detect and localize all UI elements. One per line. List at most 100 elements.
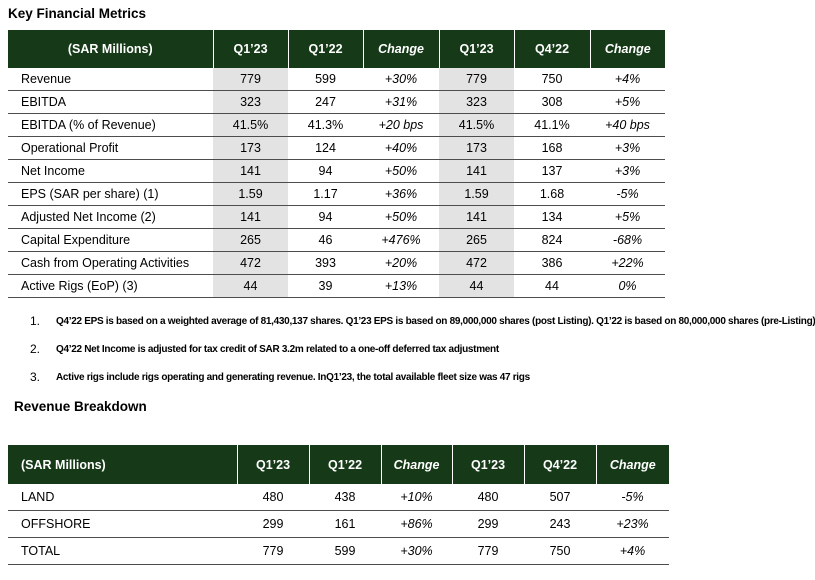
change-cell: -5% (590, 182, 665, 206)
value-cell: 141 (439, 205, 514, 229)
revenue-breakdown-table: (SAR Millions) Q1’23 Q1’22 Change Q1’23 … (8, 445, 669, 565)
change-cell: +3% (590, 136, 665, 160)
value-cell: 1.59 (213, 182, 288, 206)
value-cell: 299 (452, 510, 524, 538)
change-cell: +30% (381, 537, 452, 565)
value-cell: 393 (288, 251, 363, 275)
row-label: Adjusted Net Income (2) (8, 205, 213, 229)
value-cell: 141 (439, 159, 514, 183)
row-label: Active Rigs (EoP) (3) (8, 274, 213, 298)
row-label: TOTAL (8, 537, 237, 565)
value-cell: 44 (213, 274, 288, 298)
change-cell: +13% (363, 274, 439, 298)
column-header-q4-22: Q4’22 (514, 30, 591, 68)
value-cell: 308 (514, 90, 590, 114)
change-cell: +10% (381, 484, 452, 511)
table-row: Operational Profit 173 124 +40% 173 168 … (8, 136, 665, 160)
value-cell: 247 (288, 90, 363, 114)
table-row: Capital Expenditure 265 46 +476% 265 824… (8, 228, 665, 252)
key-financial-metrics-table: (SAR Millions) Q1’23 Q1’22 Change Q1’23 … (8, 30, 665, 298)
value-cell: 779 (452, 537, 524, 565)
value-cell: 44 (439, 274, 514, 298)
table-header-row: (SAR Millions) Q1’23 Q1’22 Change Q1’23 … (8, 30, 665, 68)
column-header-q1-23: Q1’23 (213, 30, 289, 68)
value-cell: 173 (213, 136, 288, 160)
column-header-q1-23: Q1’23 (452, 445, 525, 484)
table-row: EPS (SAR per share) (1) 1.59 1.17 +36% 1… (8, 182, 665, 206)
footnotes: 1. Q4’22 EPS is based on a weighted aver… (30, 314, 815, 398)
value-cell: 438 (309, 484, 381, 511)
change-cell: +20 bps (363, 113, 439, 137)
column-header-change-qoq: Change (596, 445, 669, 484)
table-header-row: (SAR Millions) Q1’23 Q1’22 Change Q1’23 … (8, 445, 669, 484)
value-cell: 472 (439, 251, 514, 275)
value-cell: 41.1% (514, 113, 590, 137)
table-row: TOTAL 779 599 +30% 779 750 +4% (8, 537, 669, 565)
value-cell: 243 (524, 510, 596, 538)
row-label: EBITDA (% of Revenue) (8, 113, 213, 137)
value-cell: 46 (288, 228, 363, 252)
value-cell: 480 (452, 484, 524, 511)
change-cell: -68% (590, 228, 665, 252)
change-cell: +40% (363, 136, 439, 160)
key-financial-metrics-title: Key Financial Metrics (8, 6, 147, 21)
footnote: 2. Q4’22 Net Income is adjusted for tax … (30, 342, 815, 357)
table-row: Cash from Operating Activities 472 393 +… (8, 251, 665, 275)
value-cell: 323 (213, 90, 288, 114)
value-cell: 480 (237, 484, 309, 511)
value-cell: 1.59 (439, 182, 514, 206)
change-cell: +40 bps (590, 113, 665, 137)
table-row: Revenue 779 599 +30% 779 750 +4% (8, 68, 665, 91)
value-cell: 39 (288, 274, 363, 298)
change-cell: +86% (381, 510, 452, 538)
value-cell: 44 (514, 274, 590, 298)
value-cell: 137 (514, 159, 590, 183)
change-cell: +36% (363, 182, 439, 206)
footnote-text: Q4’22 EPS is based on a weighted average… (56, 316, 815, 327)
value-cell: 472 (213, 251, 288, 275)
change-cell: +50% (363, 205, 439, 229)
revenue-breakdown-title: Revenue Breakdown (14, 399, 147, 414)
change-cell: +50% (363, 159, 439, 183)
value-cell: 141 (213, 205, 288, 229)
value-cell: 299 (237, 510, 309, 538)
value-cell: 41.5% (439, 113, 514, 137)
value-cell: 507 (524, 484, 596, 511)
column-header-sar-millions: (SAR Millions) (8, 30, 214, 68)
change-cell: +3% (590, 159, 665, 183)
row-label: LAND (8, 484, 237, 511)
table-row: EBITDA 323 247 +31% 323 308 +5% (8, 90, 665, 114)
value-cell: 168 (514, 136, 590, 160)
row-label: EBITDA (8, 90, 213, 114)
column-header-sar-millions: (SAR Millions) (8, 445, 238, 484)
value-cell: 94 (288, 205, 363, 229)
change-cell: +20% (363, 251, 439, 275)
change-cell: +5% (590, 205, 665, 229)
table-row: LAND 480 438 +10% 480 507 -5% (8, 484, 669, 511)
footnote-number: 3. (30, 370, 41, 384)
footnote-text: Active rigs include rigs operating and g… (56, 372, 530, 383)
change-cell: +4% (590, 68, 665, 91)
value-cell: 779 (213, 68, 288, 91)
row-label: Revenue (8, 68, 213, 91)
value-cell: 323 (439, 90, 514, 114)
change-cell: +5% (590, 90, 665, 114)
change-cell: +31% (363, 90, 439, 114)
footnote: 1. Q4’22 EPS is based on a weighted aver… (30, 314, 815, 329)
row-label: Capital Expenditure (8, 228, 213, 252)
change-cell: +23% (596, 510, 669, 538)
table-row: EBITDA (% of Revenue) 41.5% 41.3% +20 bp… (8, 113, 665, 137)
column-header-change-qoq: Change (590, 30, 665, 68)
value-cell: 134 (514, 205, 590, 229)
row-label: Cash from Operating Activities (8, 251, 213, 275)
value-cell: 824 (514, 228, 590, 252)
column-header-q1-22: Q1’22 (288, 30, 364, 68)
value-cell: 161 (309, 510, 381, 538)
value-cell: 41.3% (288, 113, 363, 137)
value-cell: 265 (439, 228, 514, 252)
table-row: Adjusted Net Income (2) 141 94 +50% 141 … (8, 205, 665, 229)
row-label: Operational Profit (8, 136, 213, 160)
column-header-change-yoy: Change (363, 30, 440, 68)
table-row: Net Income 141 94 +50% 141 137 +3% (8, 159, 665, 183)
value-cell: 265 (213, 228, 288, 252)
